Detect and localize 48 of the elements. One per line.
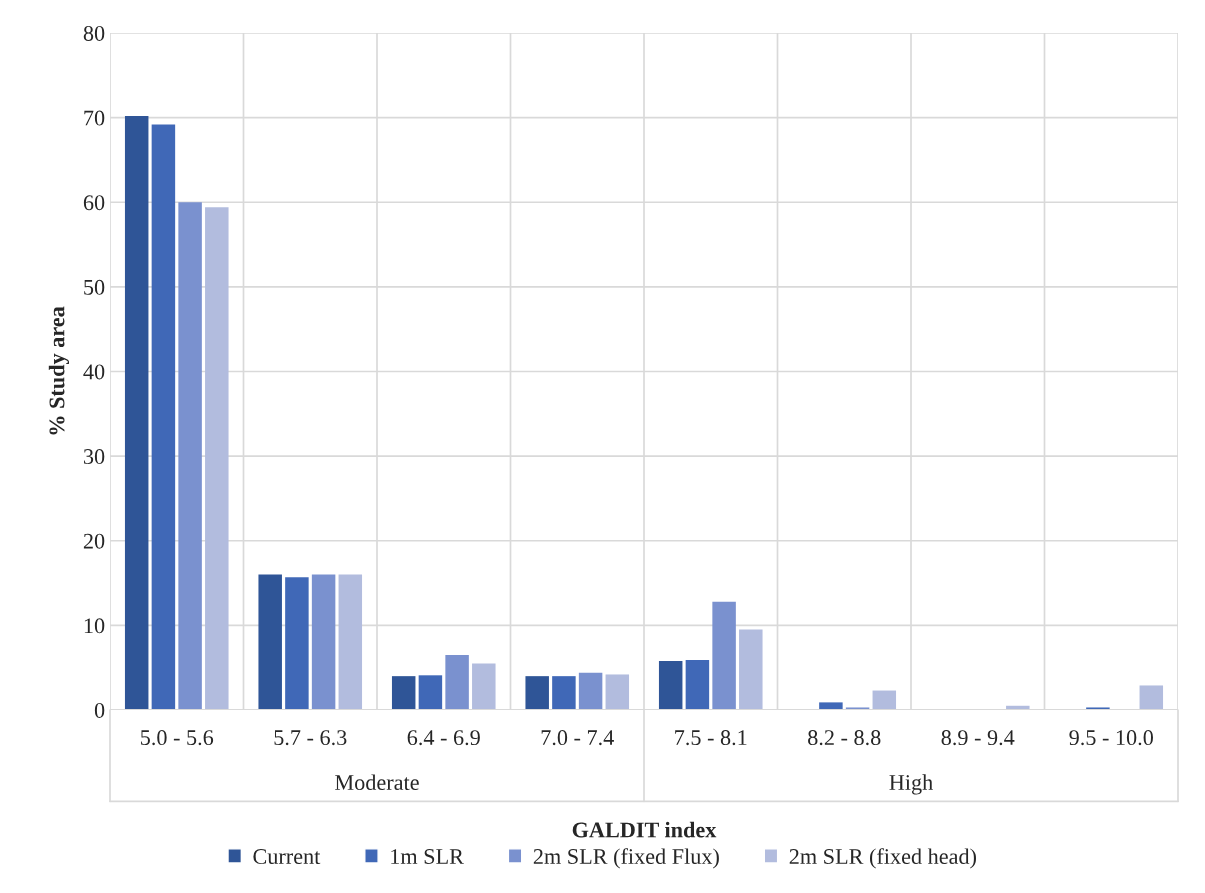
x-tick-label: 7.0 - 7.4 xyxy=(541,730,614,746)
text: High xyxy=(889,774,933,795)
x-tick-label: 8.2 - 8.8 xyxy=(808,730,881,746)
bar xyxy=(418,675,443,710)
x-tick-label: 9.5 - 10.0 xyxy=(1069,730,1153,746)
bar xyxy=(658,660,683,710)
bar xyxy=(178,202,202,710)
y-tick-label: 30 xyxy=(83,449,105,465)
y-axis-title: % Study area xyxy=(48,306,70,435)
y-tick-label: 0 xyxy=(94,702,105,718)
bar xyxy=(685,660,710,710)
bar xyxy=(124,115,149,710)
legend-label: 2m SLR (fixed head) xyxy=(789,848,976,869)
bar xyxy=(391,676,416,710)
bar xyxy=(258,574,282,710)
bar xyxy=(311,574,336,710)
y-tick-label: 50 xyxy=(84,279,105,295)
x-axis-title: GALDIT index xyxy=(572,821,717,838)
bar xyxy=(712,601,736,710)
y-tick-label: 10 xyxy=(84,618,105,634)
bar xyxy=(445,654,469,710)
bar xyxy=(552,676,576,710)
bar xyxy=(338,574,363,710)
bar xyxy=(605,674,630,710)
x-tick-label: 6.4 - 6.9 xyxy=(407,730,480,746)
bar xyxy=(151,124,176,710)
x-tick-label: 7.5 - 8.1 xyxy=(675,730,747,746)
y-tick-label: 80 xyxy=(83,25,105,41)
bar xyxy=(472,663,496,710)
x-tick-label: 5.0 - 5.6 xyxy=(141,730,214,746)
bar xyxy=(819,702,843,710)
bar xyxy=(739,629,763,710)
bar xyxy=(285,577,309,710)
legend-label: 1m SLR xyxy=(391,849,464,865)
text: Moderate xyxy=(335,774,419,791)
bar xyxy=(1139,685,1164,710)
bar xyxy=(872,690,897,710)
bar xyxy=(525,676,549,710)
legend-label: 2m SLR (fixed Flux) xyxy=(533,848,719,869)
x-tick-label: 8.9 - 9.4 xyxy=(941,730,1015,746)
y-tick-label: 70 xyxy=(84,110,105,126)
legend-label: Current xyxy=(253,849,321,865)
y-tick-label: 40 xyxy=(83,364,105,380)
y-tick-label: 60 xyxy=(83,195,105,211)
bar xyxy=(205,207,229,710)
bar xyxy=(578,672,603,710)
x-tick-label: 5.7 - 6.3 xyxy=(274,730,347,746)
y-tick-label: 20 xyxy=(83,533,105,549)
